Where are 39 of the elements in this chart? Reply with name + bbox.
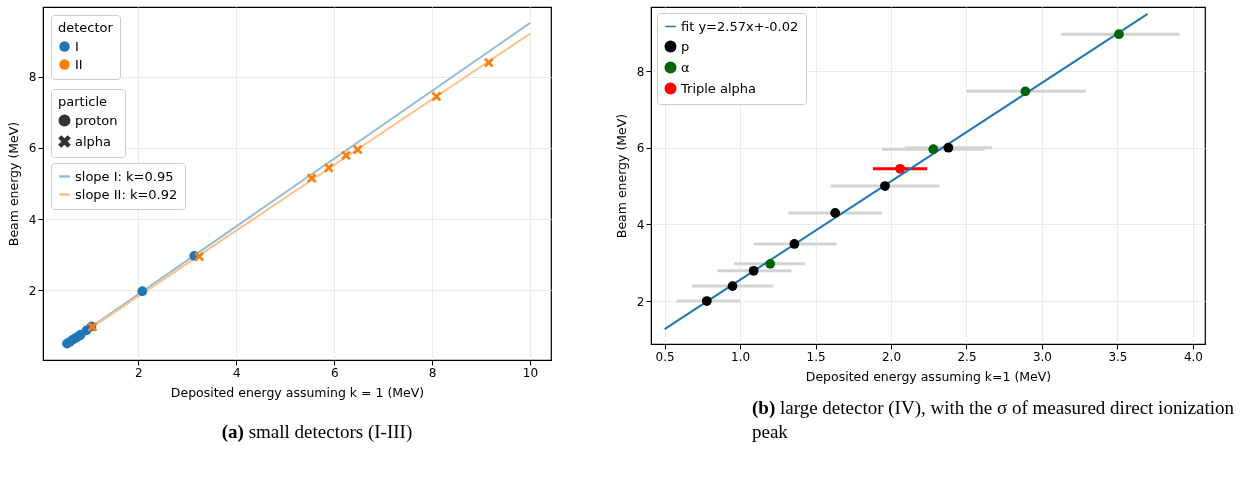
- x-tick-label: 10: [522, 365, 539, 380]
- y-tick-label: 4: [28, 212, 37, 227]
- y-tick-label: 2: [636, 294, 645, 309]
- y-tick-label: 6: [28, 141, 37, 156]
- x-tick-label: 0.5: [655, 349, 675, 364]
- legend-label: α: [681, 59, 690, 75]
- y-tick-label: 6: [636, 141, 645, 156]
- text: (a) small detectors (I-III): [220, 420, 414, 444]
- y-tick-label: 2: [28, 283, 37, 298]
- x-tick-label: 1.0: [731, 349, 751, 364]
- x-axis-title: Deposited energy assuming k=1 (MeV): [805, 368, 1052, 384]
- x-tick-label: 4: [232, 365, 241, 380]
- legend-label: p: [681, 38, 690, 54]
- annotation: particle: [58, 94, 108, 109]
- x-axis-title: Deposited energy assuming k = 1 (MeV): [170, 384, 425, 400]
- x-tick-label: 2.0: [881, 349, 902, 364]
- x-tick-label: 8: [428, 365, 437, 380]
- x-tick-label: 2.5: [957, 349, 977, 364]
- legend-label: slope II: k=0.92: [75, 186, 178, 202]
- x-tick-label: 2: [135, 365, 143, 380]
- x-tick-label: 3.5: [1108, 349, 1128, 364]
- x-tick-label: 6: [330, 365, 339, 380]
- legend-label: I: [75, 38, 79, 54]
- y-axis-title: Beam energy (MeV): [5, 121, 21, 247]
- text: (b) large detector (IV), with the σ of measured direct ionization peak: [752, 396, 1236, 444]
- legend-label: alpha: [75, 133, 112, 149]
- y-tick-label: 8: [28, 70, 37, 85]
- x-tick-label: 4.0: [1183, 349, 1203, 364]
- y-tick-label: 4: [636, 217, 645, 232]
- y-tick-label: 8: [636, 64, 645, 79]
- legend-label: II: [75, 56, 83, 72]
- legend-label: fit y=2.57x+-0.02: [681, 18, 799, 34]
- x-tick-label: 1.5: [806, 349, 826, 364]
- legend-label: proton: [75, 112, 118, 128]
- legend-label: Triple alpha: [680, 80, 757, 96]
- legend-label: slope I: k=0.95: [75, 168, 174, 184]
- x-tick-label: 3.0: [1032, 349, 1053, 364]
- legend-title: detector: [58, 20, 114, 35]
- y-axis-title: Beam energy (MeV): [613, 113, 629, 239]
